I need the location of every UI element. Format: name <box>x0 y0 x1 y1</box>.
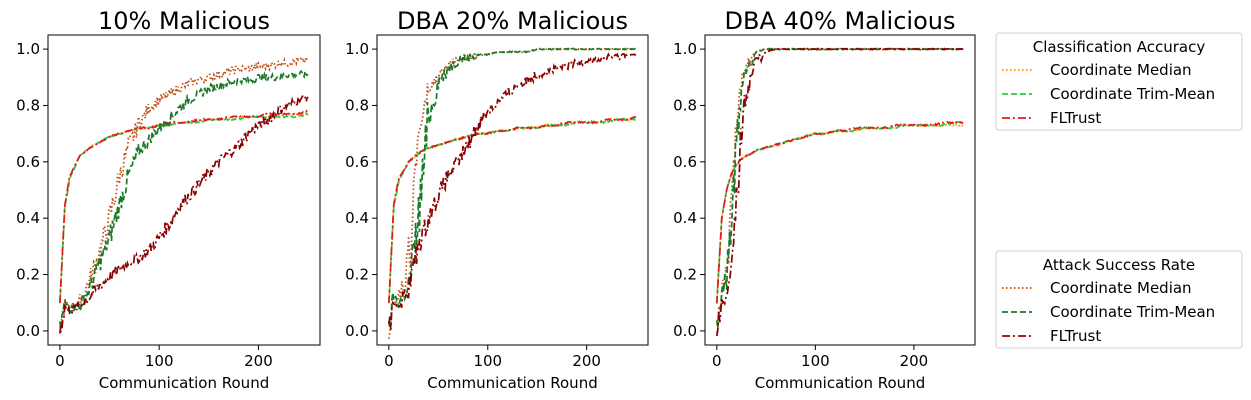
y-tick-label: 1.0 <box>673 40 697 58</box>
asr-fltrust-line <box>388 52 637 330</box>
x-tick-label: 100 <box>145 352 174 370</box>
plots-group: 10% Malicious 0.0 0.2 0.4 0.6 0.8 1.0 0 100 200 Co… <box>16 7 976 392</box>
x-tick-label: 100 <box>473 352 502 370</box>
plot-frame <box>704 34 976 346</box>
subplot-1: 10% Malicious 0.0 0.2 0.4 0.6 0.8 1.0 0 100 200 Co… <box>16 7 321 392</box>
x-axis-label: Communication Round <box>755 374 925 392</box>
legend-box <box>995 32 1243 131</box>
legend-entry-label: Coordinate Median <box>1050 279 1192 297</box>
asr-coordinate-median-line <box>715 47 964 334</box>
legend-title: Attack Success Rate <box>1043 256 1195 274</box>
y-tick-label: 0.2 <box>345 266 369 284</box>
legend-entry-label: FLTrust <box>1050 109 1101 127</box>
legend-box <box>995 250 1243 349</box>
acc-coordinate-trim-mean-line <box>388 117 637 303</box>
y-tick-label: 0.8 <box>345 96 369 114</box>
subplot-2: DBA 20% Malicious 0.0 0.2 0.4 0.6 0.8 1.0 0 100 2… <box>345 7 649 392</box>
y-tick-label: 0.8 <box>673 96 697 114</box>
y-tick-label: 0.6 <box>345 153 369 171</box>
y-tick-label: 0.4 <box>673 209 697 227</box>
acc-fltrust-line <box>715 120 964 304</box>
asr-fltrust-line <box>59 93 309 334</box>
legend-entry-label: Coordinate Trim-Mean <box>1050 303 1215 321</box>
legend-entry-label: FLTrust <box>1050 327 1101 345</box>
plot-frame <box>47 34 321 346</box>
y-tick-label: 0.6 <box>673 153 697 171</box>
acc-coordinate-trim-mean-line <box>715 120 964 303</box>
x-tick-label: 200 <box>900 352 929 370</box>
y-tick-label: 0.0 <box>673 322 697 340</box>
legend-classification-accuracy: Classification Accuracy Coordinate Median… <box>995 32 1243 131</box>
asr-fltrust-line <box>715 47 964 337</box>
asr-coordinate-trim-mean-line <box>388 47 637 329</box>
x-axis-label: Communication Round <box>427 374 597 392</box>
acc-coordinate-trim-mean-line <box>59 112 309 304</box>
y-tick-label: 1.0 <box>345 40 369 58</box>
y-tick-label: 0.2 <box>16 266 40 284</box>
subplot-title: DBA 20% Malicious <box>397 7 628 35</box>
x-axis-label: Communication Round <box>99 374 269 392</box>
y-tick-label: 0.4 <box>16 209 40 227</box>
acc-coordinate-median-line <box>59 112 309 303</box>
series-lines <box>388 47 637 339</box>
y-tick-label: 0.8 <box>16 96 40 114</box>
x-tick-label: 0 <box>712 352 722 370</box>
asr-coordinate-trim-mean-line <box>715 47 964 329</box>
x-tick-label: 200 <box>244 352 273 370</box>
y-tick-label: 0.0 <box>16 322 40 340</box>
subplot-title: DBA 40% Malicious <box>725 7 956 35</box>
acc-fltrust-line <box>59 109 309 303</box>
legend-attack-success-rate: Attack Success Rate Coordinate Median Coor… <box>995 250 1243 349</box>
asr-coordinate-median-line <box>388 47 637 339</box>
x-tick-label: 200 <box>572 352 601 370</box>
series-lines <box>715 47 964 337</box>
y-tick-label: 1.0 <box>16 40 40 58</box>
series-lines <box>59 53 309 334</box>
x-tick-label: 0 <box>384 352 394 370</box>
x-tick-label: 100 <box>801 352 830 370</box>
acc-fltrust-line <box>388 115 637 304</box>
subplot-title: 10% Malicious <box>98 7 270 35</box>
legends-group: Classification Accuracy Coordinate Median… <box>995 32 1243 349</box>
plot-frame <box>376 34 649 346</box>
y-tick-label: 0.0 <box>345 322 369 340</box>
acc-coordinate-median-line <box>715 122 964 303</box>
legend-entry-label: Coordinate Trim-Mean <box>1050 85 1215 103</box>
legend-entry-label: Coordinate Median <box>1050 61 1192 79</box>
x-tick-label: 0 <box>55 352 65 370</box>
y-tick-label: 0.4 <box>345 209 369 227</box>
asr-coordinate-trim-mean-line <box>59 69 309 329</box>
subplot-3: DBA 40% Malicious 0.0 0.2 0.4 0.6 0.8 1.0 0 100 2… <box>673 7 976 392</box>
y-tick-label: 0.2 <box>673 266 697 284</box>
legend-title: Classification Accuracy <box>1033 38 1206 56</box>
y-tick-label: 0.6 <box>16 153 40 171</box>
asr-coordinate-median-line <box>59 53 309 334</box>
